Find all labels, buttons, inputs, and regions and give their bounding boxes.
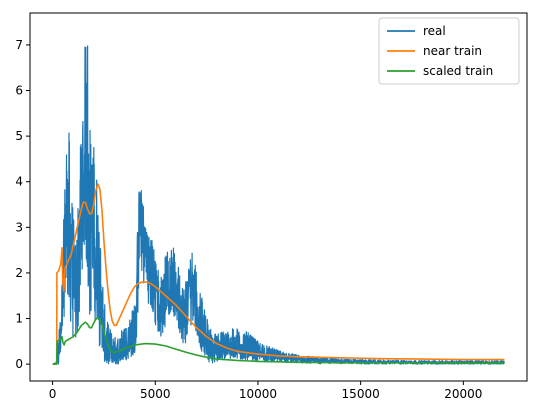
x-tick-label: 5000 xyxy=(140,387,171,401)
series-line-real xyxy=(52,45,505,365)
x-axis: 0 5000 10000 15000 20000 xyxy=(49,381,482,401)
x-tick-label: 20000 xyxy=(444,387,482,401)
y-tick-label: 6 xyxy=(15,84,23,98)
x-tick-label: 10000 xyxy=(239,387,277,401)
legend-label: scaled train xyxy=(423,64,493,78)
legend: real near train scaled train xyxy=(378,17,520,85)
y-tick-label: 3 xyxy=(15,220,23,234)
x-tick-label: 15000 xyxy=(342,387,380,401)
y-tick-label: 2 xyxy=(15,266,23,280)
y-tick-label: 0 xyxy=(15,357,23,371)
series-line-near-train xyxy=(52,183,505,365)
y-tick-label: 5 xyxy=(15,129,23,143)
x-tick-label: 0 xyxy=(49,387,57,401)
y-tick-label: 4 xyxy=(15,175,23,189)
series-line-scaled-train xyxy=(52,316,505,365)
legend-label: real xyxy=(423,24,446,38)
y-tick-label: 7 xyxy=(15,38,23,52)
y-tick-label: 1 xyxy=(15,312,23,326)
plot-frame xyxy=(29,12,528,382)
legend-box xyxy=(378,17,520,85)
series-layer xyxy=(52,45,505,365)
y-axis: 0 1 2 3 4 5 6 7 xyxy=(15,38,30,371)
legend-label: near train xyxy=(423,44,482,58)
